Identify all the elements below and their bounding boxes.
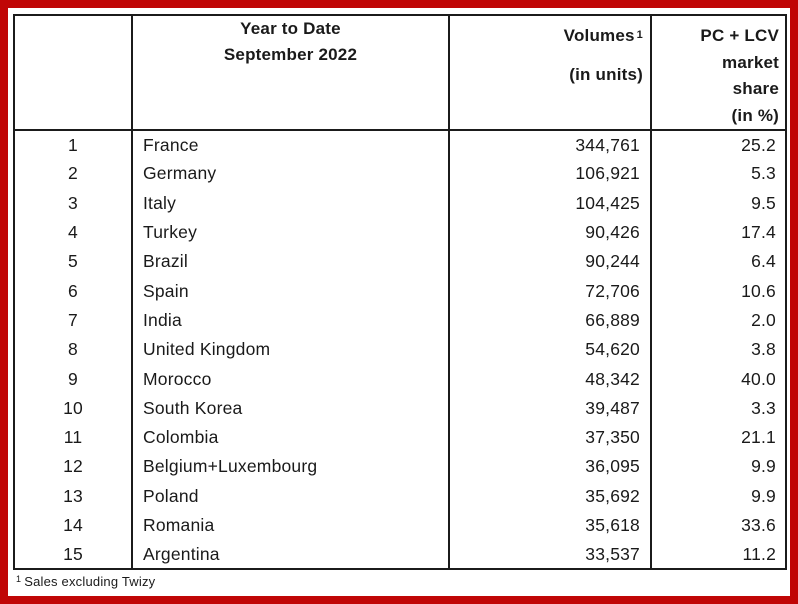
share-cell: 5.3 bbox=[650, 159, 787, 189]
table-row: 10 South Korea 39,487 3.3 bbox=[13, 393, 787, 423]
sales-volume-table: Year to Date September 2022 Volumes 1 (in… bbox=[13, 14, 787, 571]
header-volumes-label: Volumes 1 bbox=[563, 26, 643, 45]
table-row: 4 Turkey 90,426 17.4 bbox=[13, 217, 787, 248]
table-header: Year to Date September 2022 Volumes 1 (in… bbox=[13, 15, 787, 131]
header-row: Year to Date September 2022 Volumes 1 (in… bbox=[13, 15, 787, 131]
volume-cell: 54,620 bbox=[448, 335, 652, 365]
volume-cell: 72,706 bbox=[448, 276, 652, 306]
rank-cell: 6 bbox=[13, 276, 133, 306]
volume-cell: 39,487 bbox=[448, 393, 652, 423]
volume-cell: 90,426 bbox=[448, 217, 652, 248]
country-cell: Spain bbox=[131, 276, 450, 306]
table-row: 11 Colombia 37,350 21.1 bbox=[13, 422, 787, 453]
header-volumes: Volumes 1 (in units) bbox=[448, 15, 652, 131]
share-cell: 10.6 bbox=[650, 276, 787, 306]
rank-cell: 14 bbox=[13, 510, 133, 541]
share-cell: 21.1 bbox=[650, 422, 787, 453]
rank-cell: 9 bbox=[13, 364, 133, 394]
rank-cell: 1 bbox=[13, 130, 133, 160]
country-cell: Brazil bbox=[131, 247, 450, 277]
country-cell: South Korea bbox=[131, 393, 450, 423]
table-row: 1 France 344,761 25.2 bbox=[13, 130, 787, 160]
table-row: 14 Romania 35,618 33.6 bbox=[13, 510, 787, 541]
share-cell: 9.5 bbox=[650, 188, 787, 218]
header-market-share: PC + LCV market share (in %) bbox=[650, 15, 787, 131]
rank-cell: 8 bbox=[13, 335, 133, 365]
share-cell: 6.4 bbox=[650, 247, 787, 277]
footnote: 1 Sales excluding Twizy bbox=[16, 574, 155, 589]
share-cell: 33.6 bbox=[650, 510, 787, 541]
table-row: 13 Poland 35,692 9.9 bbox=[13, 481, 787, 511]
rank-cell: 10 bbox=[13, 393, 133, 423]
volume-cell: 344,761 bbox=[448, 130, 652, 160]
table-row: 2 Germany 106,921 5.3 bbox=[13, 159, 787, 189]
share-cell: 17.4 bbox=[650, 217, 787, 248]
table-row: 3 Italy 104,425 9.5 bbox=[13, 188, 787, 218]
country-cell: Belgium+Luxembourg bbox=[131, 452, 450, 482]
share-cell: 3.3 bbox=[650, 393, 787, 423]
header-rank-empty bbox=[13, 15, 133, 131]
volume-cell: 35,692 bbox=[448, 481, 652, 511]
rank-cell: 13 bbox=[13, 481, 133, 511]
header-share-line1: PC + LCV bbox=[700, 26, 779, 45]
share-cell: 9.9 bbox=[650, 452, 787, 482]
volume-cell: 104,425 bbox=[448, 188, 652, 218]
country-cell: Colombia bbox=[131, 422, 450, 453]
share-cell: 3.8 bbox=[650, 335, 787, 365]
country-cell: Morocco bbox=[131, 364, 450, 394]
country-cell: France bbox=[131, 130, 450, 160]
header-share-line2: market bbox=[722, 52, 779, 72]
header-period: Year to Date September 2022 bbox=[131, 15, 450, 131]
header-volumes-unit: (in units) bbox=[569, 65, 643, 84]
table-row: 15 Argentina 33,537 11.2 bbox=[13, 540, 787, 570]
country-cell: Germany bbox=[131, 159, 450, 189]
country-cell: India bbox=[131, 305, 450, 336]
rank-cell: 4 bbox=[13, 217, 133, 248]
country-cell: Turkey bbox=[131, 217, 450, 248]
rank-cell: 15 bbox=[13, 540, 133, 570]
header-share-line4: (in %) bbox=[731, 105, 779, 125]
footnote-text: Sales excluding Twizy bbox=[24, 574, 156, 589]
volume-cell: 37,350 bbox=[448, 422, 652, 453]
volume-cell: 90,244 bbox=[448, 247, 652, 277]
table-row: 9 Morocco 48,342 40.0 bbox=[13, 364, 787, 394]
share-cell: 11.2 bbox=[650, 540, 787, 570]
country-cell: United Kingdom bbox=[131, 335, 450, 365]
volume-cell: 33,537 bbox=[448, 540, 652, 570]
rank-cell: 12 bbox=[13, 452, 133, 482]
share-cell: 40.0 bbox=[650, 364, 787, 394]
share-cell: 2.0 bbox=[650, 305, 787, 336]
volume-cell: 35,618 bbox=[448, 510, 652, 541]
volume-cell: 106,921 bbox=[448, 159, 652, 189]
rank-cell: 7 bbox=[13, 305, 133, 336]
header-period-line2: September 2022 bbox=[223, 45, 358, 64]
table-body: 1 France 344,761 25.2 2 Germany 106,921 … bbox=[13, 130, 787, 570]
header-period-line1: Year to Date bbox=[240, 19, 341, 38]
volume-cell: 36,095 bbox=[448, 452, 652, 482]
rank-cell: 11 bbox=[13, 422, 133, 453]
rank-cell: 2 bbox=[13, 159, 133, 189]
header-share-line3: share bbox=[732, 79, 779, 98]
rank-cell: 3 bbox=[13, 188, 133, 218]
country-cell: Poland bbox=[131, 481, 450, 511]
volume-cell: 48,342 bbox=[448, 364, 652, 394]
country-cell: Argentina bbox=[131, 540, 450, 570]
volume-cell: 66,889 bbox=[448, 305, 652, 336]
volumes-footnote-marker: 1 bbox=[636, 29, 643, 41]
rank-cell: 5 bbox=[13, 247, 133, 277]
country-cell: Italy bbox=[131, 188, 450, 218]
table-row: 8 United Kingdom 54,620 3.8 bbox=[13, 335, 787, 365]
share-cell: 25.2 bbox=[650, 130, 787, 160]
table-row: 6 Spain 72,706 10.6 bbox=[13, 276, 787, 306]
share-cell: 9.9 bbox=[650, 481, 787, 511]
table-row: 5 Brazil 90,244 6.4 bbox=[13, 247, 787, 277]
country-cell: Romania bbox=[131, 510, 450, 541]
table-row: 7 India 66,889 2.0 bbox=[13, 305, 787, 336]
table-row: 12 Belgium+Luxembourg 36,095 9.9 bbox=[13, 452, 787, 482]
footnote-marker: 1 bbox=[16, 574, 22, 584]
